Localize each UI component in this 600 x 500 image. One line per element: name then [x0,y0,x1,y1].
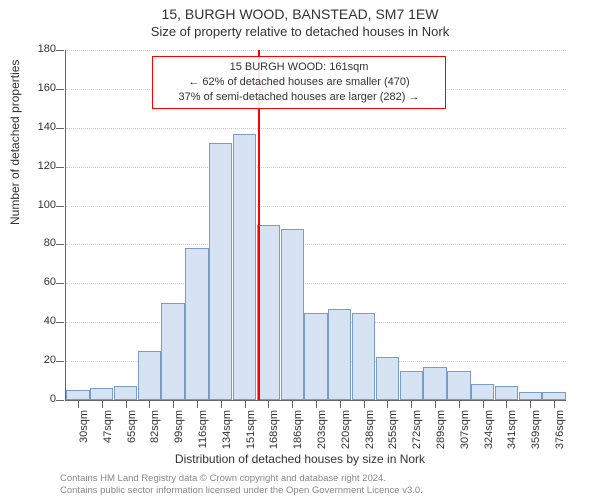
x-axis-title: Distribution of detached houses by size … [0,452,600,466]
histogram-bar [400,371,423,400]
x-tick [316,401,317,408]
y-tick [56,50,64,51]
y-tick [56,89,64,90]
gridline [66,128,566,129]
gridline [66,50,566,51]
x-tick [554,401,555,408]
y-tick-label: 180 [16,43,56,55]
x-tick [245,401,246,408]
footer-line: Contains public sector information licen… [60,485,590,496]
y-tick [56,128,64,129]
y-tick [56,322,64,323]
x-tick [435,401,436,408]
x-tick [411,401,412,408]
histogram-bar [209,143,232,400]
y-tick-label: 100 [16,199,56,211]
annotation-line: ← 62% of detached houses are smaller (47… [159,75,439,90]
x-tick [268,401,269,408]
y-tick-label: 20 [16,354,56,366]
x-tick [149,401,150,408]
chart-subtitle: Size of property relative to detached ho… [0,24,600,39]
histogram-bar [281,229,304,400]
y-tick-label: 140 [16,121,56,133]
footer-line: Contains HM Land Registry data © Crown c… [60,473,590,484]
x-tick [126,401,127,408]
plot-area: 02040608010012014016018030sqm47sqm65sqm8… [65,50,566,401]
histogram-chart: 15, BURGH WOOD, BANSTEAD, SM7 1EW Size o… [0,0,600,500]
x-tick [483,401,484,408]
x-tick [292,401,293,408]
histogram-bar [447,371,470,400]
y-tick [56,167,64,168]
histogram-bar [519,392,542,400]
y-tick-label: 80 [16,237,56,249]
histogram-bar [114,386,137,400]
x-tick [340,401,341,408]
histogram-bar [471,384,494,400]
histogram-bar [233,134,256,400]
histogram-bar [542,392,565,400]
y-tick-label: 160 [16,82,56,94]
histogram-bar [376,357,399,400]
x-tick [506,401,507,408]
histogram-bar [257,225,280,400]
x-tick [459,401,460,408]
histogram-bar [352,313,375,401]
y-tick-label: 120 [16,160,56,172]
x-tick [221,401,222,408]
histogram-bar [495,386,518,400]
x-tick [197,401,198,408]
y-tick [56,206,64,207]
x-tick [530,401,531,408]
y-tick-label: 0 [16,393,56,405]
histogram-bar [66,390,89,400]
gridline [66,244,566,245]
histogram-bar [90,388,113,400]
histogram-bar [161,303,184,400]
x-tick [173,401,174,408]
x-tick [102,401,103,408]
annotation-line: 15 BURGH WOOD: 161sqm [159,60,439,75]
histogram-bar [138,351,161,400]
y-tick-label: 40 [16,315,56,327]
x-tick [387,401,388,408]
histogram-bar [185,248,208,400]
y-tick [56,244,64,245]
gridline [66,283,566,284]
x-tick [364,401,365,408]
histogram-bar [304,313,327,401]
y-tick [56,400,64,401]
gridline [66,206,566,207]
y-tick [56,361,64,362]
gridline [66,167,566,168]
chart-title: 15, BURGH WOOD, BANSTEAD, SM7 1EW [0,6,600,22]
histogram-bar [328,309,351,400]
annotation-line: 37% of semi-detached houses are larger (… [159,90,439,105]
histogram-bar [423,367,446,400]
annotation-box: 15 BURGH WOOD: 161sqm ← 62% of detached … [152,56,446,109]
x-tick [78,401,79,408]
y-tick-label: 60 [16,276,56,288]
y-tick [56,283,64,284]
footer-attribution: Contains HM Land Registry data © Crown c… [60,473,590,496]
